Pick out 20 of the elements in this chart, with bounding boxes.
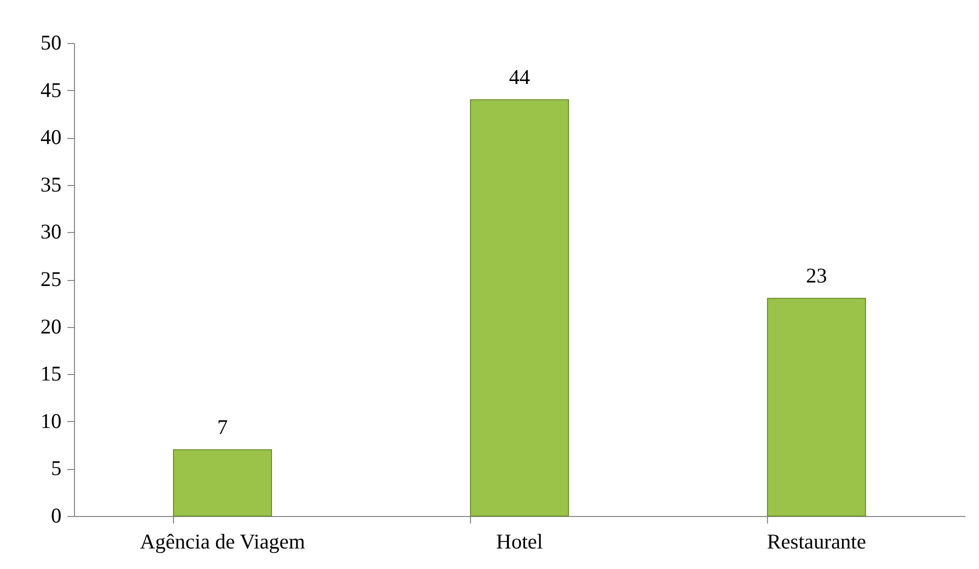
y-tick-label: 35 xyxy=(40,172,62,196)
y-tick-label: 0 xyxy=(51,504,62,528)
data-label: 44 xyxy=(509,64,530,89)
bar xyxy=(766,298,866,516)
data-label: 7 xyxy=(217,414,228,439)
y-tick-label: 40 xyxy=(40,125,62,150)
y-tick-label: 20 xyxy=(40,314,62,338)
y-tick-label: 45 xyxy=(40,78,62,102)
data-label: 23 xyxy=(806,263,827,288)
y-tick-label: 5 xyxy=(51,456,62,480)
x-tick-label: Hotel xyxy=(496,530,543,554)
x-tick-label: Restaurante xyxy=(766,530,866,554)
y-tick-label: 25 xyxy=(40,267,62,291)
y-tick-label: 10 xyxy=(40,408,62,433)
bar xyxy=(470,99,570,516)
y-tick-label: 30 xyxy=(40,220,62,244)
x-tick-label: Agência de Viagem xyxy=(140,530,306,554)
y-tick-label: 15 xyxy=(40,362,62,386)
y-tick-label: 50 xyxy=(40,30,62,54)
bar xyxy=(172,449,272,516)
